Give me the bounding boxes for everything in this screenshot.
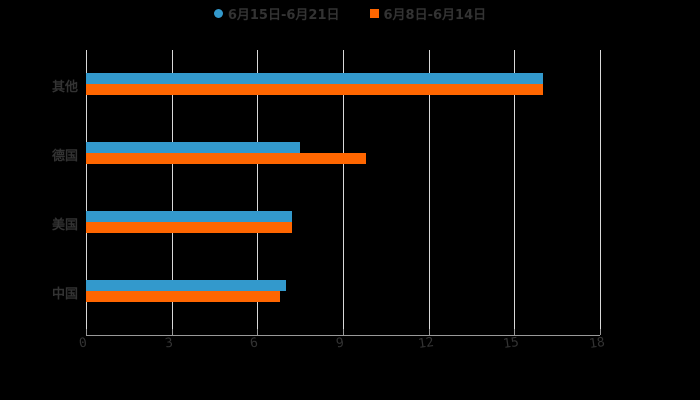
x-axis-tick — [86, 329, 87, 335]
legend-item-week1[interactable]: 6月8日-6月14日 — [369, 4, 487, 23]
gridline — [429, 50, 430, 335]
bar[interactable] — [86, 153, 366, 164]
y-axis-category-label: 中国 — [51, 287, 78, 302]
gridline — [86, 50, 87, 335]
x-axis-tick-label: 3 — [164, 335, 174, 352]
legend-label: 6月15日-6月21日 — [227, 7, 340, 23]
x-axis-tick-label: 12 — [417, 334, 435, 353]
x-axis-tick-label: 15 — [502, 334, 520, 353]
x-axis-tick — [514, 329, 515, 335]
chart-legend: 6月15日-6月21日 6月8日-6月14日 — [0, 3, 700, 23]
x-axis-line — [86, 335, 600, 336]
y-axis-category-label: 德国 — [51, 149, 78, 164]
y-axis-category-label: 美国 — [51, 218, 78, 233]
legend-circle-icon — [213, 8, 223, 18]
y-axis-category-label: 其他 — [51, 80, 78, 95]
bar[interactable] — [86, 222, 292, 233]
x-axis-tick-label: 6 — [249, 335, 259, 352]
gridline — [343, 50, 344, 335]
bar[interactable] — [86, 73, 543, 84]
x-axis-tick — [257, 329, 258, 335]
gridline — [172, 50, 173, 335]
x-axis-tick — [343, 329, 344, 335]
x-axis-tick-label: 0 — [78, 335, 88, 352]
bar[interactable] — [86, 280, 286, 291]
bar[interactable] — [86, 84, 543, 95]
x-axis-tick-label: 18 — [588, 334, 606, 353]
bar[interactable] — [86, 211, 292, 222]
bar[interactable] — [86, 142, 300, 153]
legend-square-icon — [369, 8, 379, 18]
gridline — [257, 50, 258, 335]
gridline — [600, 50, 601, 335]
bar[interactable] — [86, 291, 280, 302]
legend-label: 6月8日-6月14日 — [383, 7, 487, 23]
x-axis-tick — [600, 329, 601, 335]
x-axis-tick — [172, 329, 173, 335]
x-axis-tick — [429, 329, 430, 335]
x-axis-tick-label: 9 — [335, 335, 345, 352]
gridline — [514, 50, 515, 335]
legend-item-week2[interactable]: 6月15日-6月21日 — [213, 4, 340, 23]
